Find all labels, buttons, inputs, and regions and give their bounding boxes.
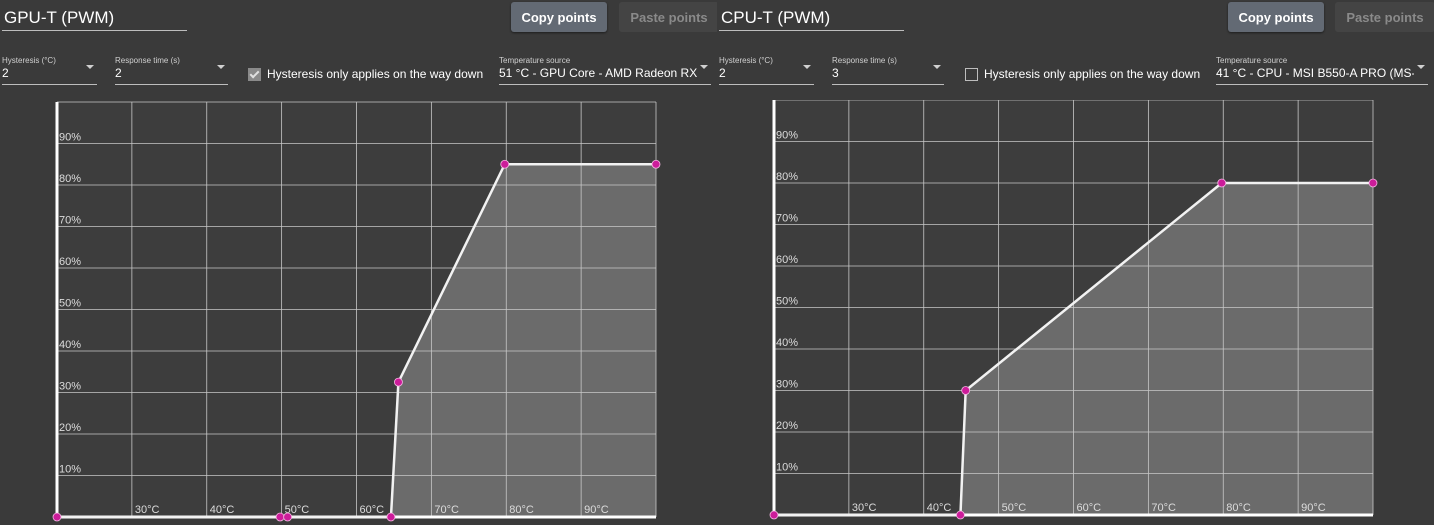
response-time-value: 3 <box>832 66 839 80</box>
fan-curve-chart[interactable]: 10% 20% 30% 40% 50% 60% 70% 80% 90% 30°C 40°C 50°C 6… <box>717 100 1434 525</box>
y-tick-label: 70% <box>59 215 81 227</box>
curve-name-text: GPU-T (PWM) <box>4 8 115 27</box>
y-tick-label: 20% <box>776 420 798 432</box>
temperature-source-label: Temperature source <box>499 56 571 65</box>
hysteresis-down-checkbox[interactable]: Hysteresis only applies on the way down <box>248 66 483 82</box>
y-tick-label: 70% <box>776 213 798 225</box>
gpu-fan-curve-panel: GPU-T (PWM) Copy points Paste points Hys… <box>0 0 717 525</box>
y-tick-label: 30% <box>59 381 81 393</box>
temperature-source-value: 51 °C - GPU Core - AMD Radeon RX 5 <box>499 66 697 80</box>
y-tick-label: 90% <box>59 132 81 144</box>
dropdown-arrow-icon <box>86 65 94 69</box>
y-tick-label: 80% <box>776 171 798 183</box>
dropdown-arrow-icon <box>217 65 225 69</box>
y-tick-label: 60% <box>776 254 798 266</box>
checkbox-checked-icon[interactable] <box>248 67 261 81</box>
y-tick-label: 40% <box>776 337 798 349</box>
x-tick-label: 90°C <box>584 504 609 516</box>
y-tick-label: 30% <box>776 379 798 391</box>
response-time-value: 2 <box>115 66 122 80</box>
x-tick-label: 60°C <box>1077 502 1102 514</box>
curve-point-handle[interactable] <box>283 512 293 522</box>
response-time-label: Response time (s) <box>115 56 180 65</box>
paste-points-button[interactable]: Paste points <box>1335 2 1434 32</box>
curve-name-field[interactable]: GPU-T (PWM) <box>2 4 187 31</box>
curve-point-handle[interactable] <box>275 512 285 522</box>
copy-points-button[interactable]: Copy points <box>1228 2 1324 32</box>
y-tick-label: 50% <box>776 296 798 308</box>
curve-point-handle[interactable] <box>52 512 62 522</box>
curve-point-handle[interactable] <box>769 510 779 520</box>
x-tick-label: 50°C <box>1002 502 1027 514</box>
dropdown-arrow-icon <box>700 65 708 69</box>
y-tick-label: 80% <box>59 173 81 185</box>
curve-point-handle[interactable] <box>386 512 396 522</box>
curve-name-field[interactable]: CPU-T (PWM) <box>719 4 904 31</box>
curve-point-handle[interactable] <box>651 159 661 169</box>
cpu-fan-curve-panel: CPU-T (PWM) Copy points Paste points Hys… <box>717 0 1434 525</box>
temperature-source-select[interactable]: Temperature source 41 °C - CPU - MSI B55… <box>1216 54 1428 85</box>
x-tick-label: 40°C <box>927 502 952 514</box>
response-time-select[interactable]: Response time (s) 3 <box>832 54 944 85</box>
x-tick-label: 30°C <box>135 504 160 516</box>
x-tick-label: 70°C <box>434 504 459 516</box>
x-tick-label: 90°C <box>1301 502 1326 514</box>
hysteresis-down-label: Hysteresis only applies on the way down <box>267 67 484 81</box>
fan-curve-chart[interactable]: 10% 20% 30% 40% 50% 60% 70% 80% 90% 30°C 40°C 50°C 6… <box>0 100 717 525</box>
y-tick-label: 90% <box>776 130 798 142</box>
dropdown-arrow-icon <box>803 65 811 69</box>
y-tick-label: 50% <box>59 298 81 310</box>
x-tick-label: 70°C <box>1151 502 1176 514</box>
y-tick-label: 20% <box>59 422 81 434</box>
x-tick-label: 60°C <box>360 504 385 516</box>
curve-point-handle[interactable] <box>1217 178 1227 188</box>
curve-point-handle[interactable] <box>961 386 971 395</box>
hysteresis-label: Hysteresis (°C) <box>2 56 56 65</box>
hysteresis-label: Hysteresis (°C) <box>719 56 773 65</box>
hysteresis-down-label: Hysteresis only applies on the way down <box>984 67 1201 81</box>
response-time-label: Response time (s) <box>832 56 897 65</box>
x-tick-label: 80°C <box>1226 502 1251 514</box>
curve-point-handle[interactable] <box>394 377 403 387</box>
curve-name-text: CPU-T (PWM) <box>721 8 831 27</box>
curve-point-handle[interactable] <box>956 510 965 520</box>
temperature-source-label: Temperature source <box>1216 56 1288 65</box>
x-tick-label: 80°C <box>509 504 534 516</box>
temperature-source-select[interactable]: Temperature source 51 °C - GPU Core - AM… <box>499 54 711 85</box>
dropdown-arrow-icon <box>1417 65 1425 69</box>
y-tick-label: 10% <box>59 464 81 476</box>
curve-point-handle[interactable] <box>1368 178 1378 188</box>
copy-points-button[interactable]: Copy points <box>511 2 607 32</box>
y-tick-label: 40% <box>59 339 81 351</box>
y-tick-label: 60% <box>59 256 81 268</box>
x-tick-label: 50°C <box>285 504 310 516</box>
dropdown-arrow-icon <box>933 65 941 69</box>
x-tick-label: 30°C <box>852 502 877 514</box>
hysteresis-value: 2 <box>2 66 9 80</box>
hysteresis-value: 2 <box>719 66 726 80</box>
y-tick-label: 10% <box>776 462 798 474</box>
hysteresis-select[interactable]: Hysteresis (°C) 2 <box>2 54 97 85</box>
x-tick-label: 40°C <box>210 504 235 516</box>
paste-points-button[interactable]: Paste points <box>619 2 719 32</box>
curve-point-handle[interactable] <box>500 159 510 169</box>
temperature-source-value: 41 °C - CPU - MSI B550-A PRO (MS-7( <box>1216 66 1414 80</box>
hysteresis-down-checkbox[interactable]: Hysteresis only applies on the way down <box>965 66 1200 82</box>
checkbox-unchecked-icon[interactable] <box>965 67 978 81</box>
hysteresis-select[interactable]: Hysteresis (°C) 2 <box>719 54 814 85</box>
response-time-select[interactable]: Response time (s) 2 <box>115 54 228 85</box>
